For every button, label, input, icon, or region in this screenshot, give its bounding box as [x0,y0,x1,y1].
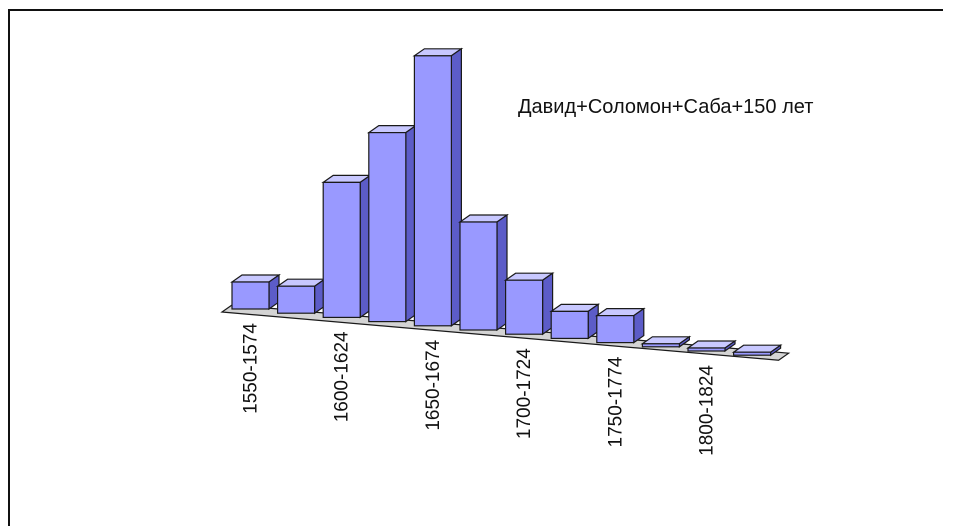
bar-front [641,343,681,348]
x-tick-label: 1550-1574 [241,323,262,414]
bar-front [231,281,270,310]
bar-front [550,310,589,339]
bar-front [459,221,498,331]
bar-1825-1849 [731,344,783,357]
bar-1550-1574 [230,273,281,311]
bar-1650-1674 [412,47,464,327]
bar-1775-1799 [640,335,692,348]
bar-1675-1699 [458,213,509,332]
bar-front [596,315,635,344]
x-tick-label: 1750-1774 [605,356,626,447]
bar-1750-1774 [594,307,646,344]
x-tick-label: 1650-1674 [423,339,444,430]
x-tick-label: 1700-1724 [514,348,535,439]
bar-front [505,279,544,335]
bar-front [413,55,452,327]
bar-front [687,347,726,352]
bar-front [322,181,361,318]
bar-1725-1749 [549,303,601,340]
bars [230,47,783,357]
bar-1575-1599 [275,278,327,315]
x-tick-label: 1800-1824 [697,365,718,456]
bar-1600-1624 [321,174,373,319]
bar-front [732,351,772,356]
bar-front [277,285,316,314]
bar-1800-1824 [686,339,737,353]
bar-1700-1724 [503,272,555,336]
x-tick-labels: 1550-1574 1600-1624 1650-1674 1700-1724 1750… [241,323,718,456]
bar-1625-1649 [366,124,418,323]
bar-front [368,132,407,323]
series-legend-label: Давид+Соломон+Саба+150 лет [518,96,813,118]
x-tick-label: 1600-1624 [332,331,353,422]
